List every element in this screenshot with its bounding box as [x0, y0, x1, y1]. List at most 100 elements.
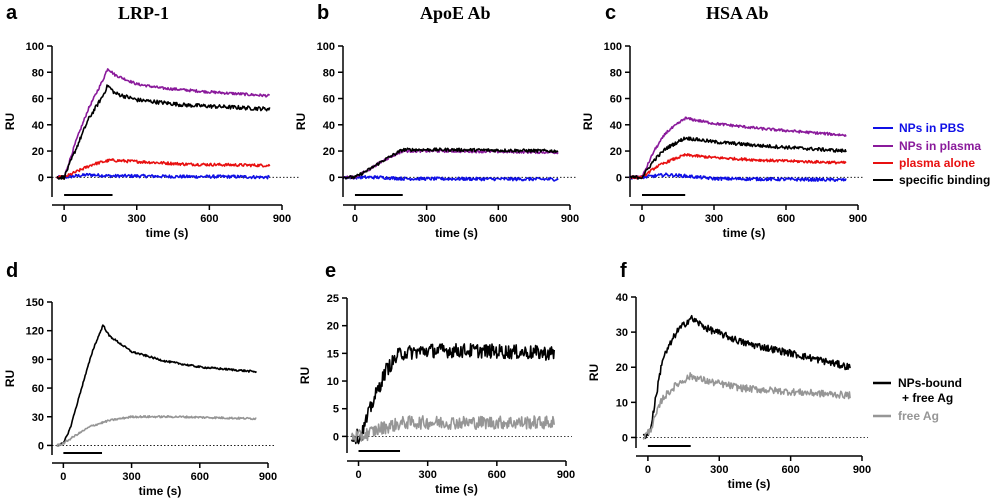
x-tick-label: 300: [705, 213, 723, 225]
x-axis-label: time (s): [435, 482, 478, 496]
x-tick-label: 900: [273, 213, 291, 225]
y-axis-label: RU: [587, 364, 601, 381]
legend-label-specific-binding: specific binding: [899, 173, 990, 187]
y-axis-label: RU: [3, 113, 17, 130]
x-tick-label: 300: [417, 213, 435, 225]
y-tick-label: 0: [616, 172, 622, 184]
series-line-nps-in-pbs: [629, 172, 847, 182]
x-tick-label: 900: [853, 464, 871, 476]
x-axis-label: time (s): [728, 477, 771, 491]
series-line-free-ag: [642, 372, 851, 440]
series-line-specific-binding: [629, 136, 847, 180]
y-tick-label: 80: [610, 67, 622, 79]
y-tick-label: 15: [327, 348, 339, 360]
series-line-nps-in-plasma: [629, 116, 847, 180]
y-tick-label: 20: [610, 146, 622, 158]
x-tick-label: 600: [488, 469, 506, 481]
legend-label-nps-pbs: NPs in PBS: [899, 121, 964, 135]
y-tick-label: 100: [317, 41, 335, 53]
panel-letter-e: e: [325, 260, 336, 282]
x-tick-label: 600: [200, 213, 218, 225]
x-tick-label: 0: [355, 469, 361, 481]
x-axis-label: time (s): [146, 226, 189, 240]
y-axis-label: RU: [581, 113, 595, 130]
panel-c: 0 20 40 60 80 100 0 300 600 900 time (s) RU: [581, 41, 867, 240]
x-tick-label: 900: [561, 213, 579, 225]
y-tick-label: 60: [32, 383, 44, 395]
panel-letter-a: a: [6, 2, 18, 24]
y-tick-label: 10: [327, 376, 339, 388]
x-tick-label: 300: [122, 471, 140, 483]
x-tick-label: 900: [557, 469, 575, 481]
y-tick-label: 0: [622, 432, 628, 444]
x-tick-label: 900: [259, 471, 277, 483]
series-line-nps-bound-free-ag: [350, 343, 555, 445]
series-line-free-ag: [350, 415, 555, 443]
y-tick-label: 25: [327, 293, 339, 305]
series-line-nps-bound-free-ag: [642, 314, 851, 440]
y-tick-label: 0: [329, 172, 335, 184]
x-tick-label: 600: [489, 213, 507, 225]
series-line-plasma-alone: [56, 158, 271, 180]
legend-label-nps-plasma: NPs in plasma: [899, 139, 981, 153]
panel-title-a: LRP-1: [118, 3, 169, 23]
y-tick-label: 100: [26, 41, 44, 53]
y-tick-label: 20: [616, 362, 628, 374]
series-line-free-ag: [56, 415, 257, 447]
y-tick-label: 10: [616, 397, 628, 409]
legend-bottom: NPs-bound + free Ag free Ag: [873, 376, 962, 423]
y-tick-label: 120: [26, 326, 44, 338]
legend-label-nps-bound-line1: NPs-bound: [898, 376, 962, 390]
panel-a: 0 20 40 60 80 100 0 300 600 900 time (s) RU: [3, 41, 300, 240]
x-tick-label: 300: [419, 469, 437, 481]
series-line-nps-in-pbs: [342, 175, 559, 182]
y-tick-label: 40: [610, 120, 622, 132]
panel-letter-c: c: [605, 2, 616, 24]
panel-letter-f: f: [620, 260, 627, 282]
x-tick-label: 300: [710, 464, 728, 476]
legend-top: NPs in PBS NPs in plasma plasma alone sp…: [873, 121, 990, 187]
x-tick-label: 600: [781, 464, 799, 476]
x-tick-label: 900: [849, 213, 867, 225]
legend-label-plasma-alone: plasma alone: [899, 156, 975, 170]
series-line-plasma-alone: [629, 153, 847, 180]
x-tick-label: 600: [191, 471, 209, 483]
series-line-specific-binding: [56, 84, 271, 180]
panel-letter-d: d: [6, 260, 18, 282]
y-tick-label: 5: [333, 404, 339, 416]
x-tick-label: 0: [61, 213, 67, 225]
y-tick-label: 80: [32, 67, 44, 79]
y-axis-label: RU: [294, 113, 308, 130]
series-line-nps-in-pbs: [56, 172, 270, 180]
x-tick-label: 600: [777, 213, 795, 225]
y-tick-label: 40: [32, 120, 44, 132]
x-tick-label: 0: [352, 213, 358, 225]
panel-d: 0 30 60 90 120 150 0 300 600 900 time (s) RU: [3, 297, 277, 498]
legend-label-nps-bound-line2: + free Ag: [902, 391, 953, 405]
panel-title-b: ApoE Ab: [420, 3, 491, 23]
y-axis-label: RU: [3, 370, 17, 387]
x-axis-label: time (s): [139, 484, 182, 498]
y-tick-label: 20: [327, 321, 339, 333]
y-tick-label: 30: [616, 327, 628, 339]
y-tick-label: 90: [32, 354, 44, 366]
x-tick-label: 0: [60, 471, 66, 483]
legend-label-free-ag: free Ag: [898, 409, 939, 423]
series-line-specific-binding: [342, 147, 559, 180]
x-tick-label: 0: [639, 213, 645, 225]
panel-f: 0 10 20 30 40 0 300 600 900 time (s) RU: [587, 292, 871, 491]
y-tick-label: 20: [32, 146, 44, 158]
panel-title-c: HSA Ab: [706, 3, 769, 23]
y-tick-label: 100: [604, 41, 622, 53]
y-tick-label: 20: [323, 146, 335, 158]
y-tick-label: 40: [616, 292, 628, 304]
y-tick-label: 0: [38, 172, 44, 184]
x-axis-label: time (s): [435, 226, 478, 240]
y-tick-label: 0: [38, 440, 44, 452]
y-tick-label: 40: [323, 120, 335, 132]
x-tick-label: 300: [128, 213, 146, 225]
series-line-nps-in-plasma: [56, 68, 270, 179]
y-tick-label: 80: [323, 67, 335, 79]
y-axis-label: RU: [298, 367, 312, 384]
